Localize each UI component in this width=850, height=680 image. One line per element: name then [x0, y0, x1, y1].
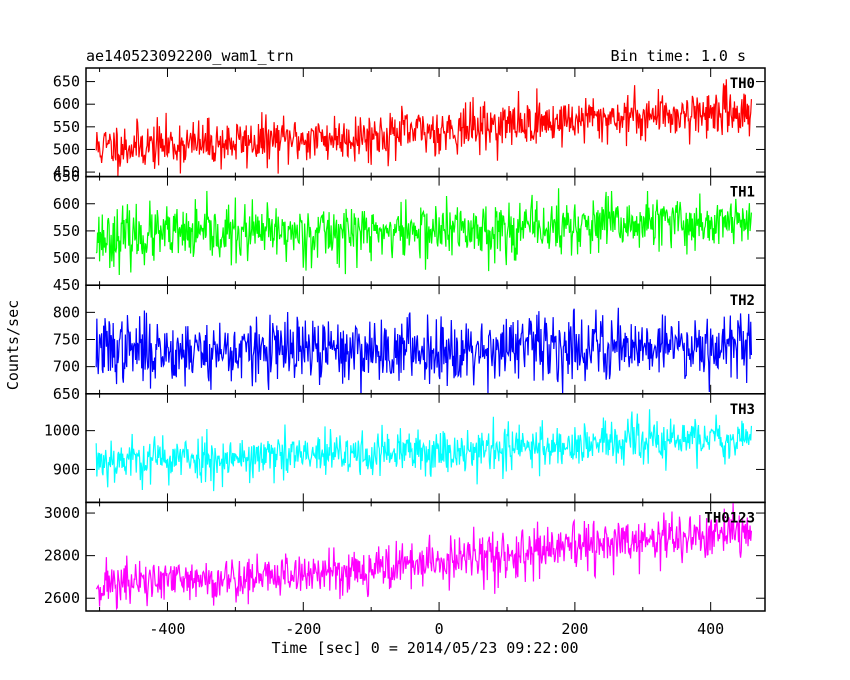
y-tick-label: 2600 [44, 589, 80, 607]
panel-label: TH0 [730, 76, 755, 92]
panel-th2: 650 700 750 800 TH2 [53, 284, 766, 403]
panels: 450 500 550 600 650 TH0 450 500 550 600 650 TH1 650 7… [44, 67, 766, 638]
x-tick-label: 400 [697, 620, 724, 638]
y-tick-label: 550 [53, 222, 80, 240]
y-tick-label: 650 [53, 385, 80, 403]
panel-label: TH1 [730, 185, 755, 201]
y-tick-label: 500 [53, 249, 80, 267]
y-tick-label: 450 [53, 276, 80, 294]
y-axis-title: Counts/sec [4, 300, 22, 390]
panel-th0: 450 500 550 600 650 TH0 [53, 67, 766, 181]
y-tick-label: 500 [53, 140, 80, 158]
panel-frame [85, 501, 766, 612]
y-tick-label: 650 [53, 168, 80, 186]
y-tick-label: 1000 [44, 422, 80, 440]
series-th3 [95, 409, 753, 492]
series-th0 [95, 79, 753, 177]
panel-th3: 900 1000 TH3 [44, 393, 766, 504]
y-tick-label: 650 [53, 73, 80, 91]
y-tick-label: 800 [53, 303, 80, 321]
x-tick-label: 0 [435, 620, 444, 638]
x-tick-label: -200 [285, 620, 321, 638]
x-tick-label: 200 [561, 620, 588, 638]
panel-label: TH0123 [704, 510, 755, 526]
y-tick-label: 600 [53, 195, 80, 213]
y-tick-label: 2800 [44, 547, 80, 565]
chart-title: ae140523092200_wam1_trn [86, 47, 294, 65]
x-tick-label: -400 [149, 620, 185, 638]
y-tick-label: 600 [53, 95, 80, 113]
panel-th1: 450 500 550 600 650 TH1 [53, 168, 766, 294]
x-axis-title: Time [sec] 0 = 2014/05/23 09:22:00 [271, 639, 578, 657]
series-th1 [95, 188, 753, 276]
panel-label: TH3 [730, 402, 755, 418]
series-th2 [95, 307, 753, 394]
panel-label: TH2 [730, 293, 755, 309]
y-tick-label: 450 [53, 163, 80, 181]
bin-time-label: Bin time: 1.0 s [611, 47, 746, 65]
y-tick-label: 3000 [44, 504, 80, 522]
y-tick-label: 900 [53, 460, 80, 478]
y-tick-label: 550 [53, 118, 80, 136]
y-tick-label: 750 [53, 331, 80, 349]
panel-th0123: 2600 2800 3000 TH0123 [44, 501, 766, 612]
y-tick-label: 700 [53, 358, 80, 376]
series-th0123 [95, 502, 753, 611]
